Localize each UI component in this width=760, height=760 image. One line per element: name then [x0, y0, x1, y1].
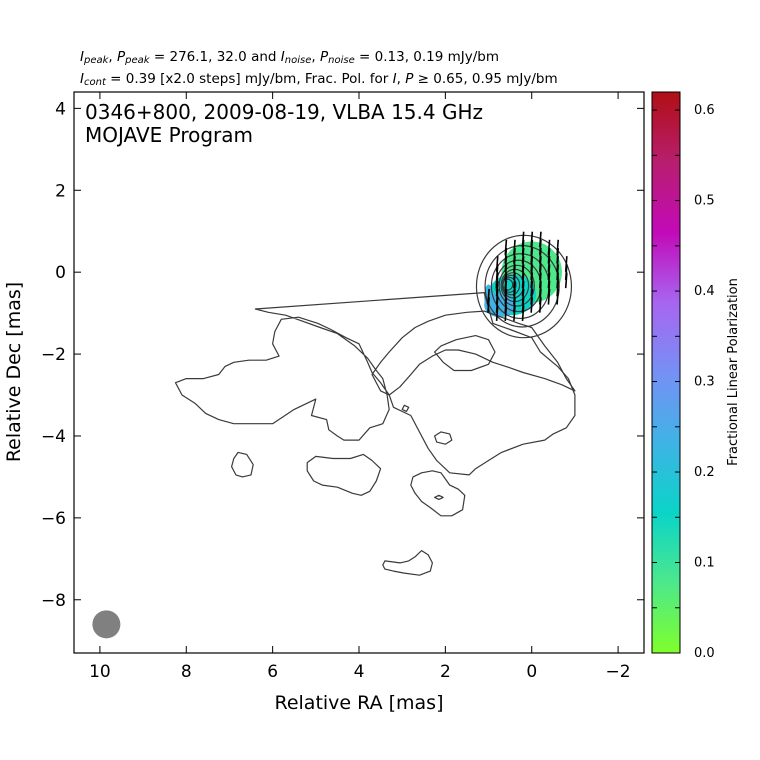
evpa-vector	[504, 305, 508, 321]
cont-value: 0.39 [x2.0 steps] mJy/bm, Frac. Pol. for	[125, 71, 389, 87]
x-tick-label: 2	[440, 662, 451, 682]
y-tick-label: 4	[55, 99, 66, 119]
i-cont-subscript: cont	[83, 77, 106, 88]
colorbar-tick-label: 0.2	[694, 465, 715, 480]
isolated-contour-2	[410, 470, 466, 517]
evpa-vector	[521, 305, 525, 321]
y-axis-label: Relative Dec [mas]	[3, 282, 25, 462]
colorbar-tick-label: 0.3	[694, 375, 715, 390]
chart-title-line-1: 0346+800, 2009-08-19, VLBA 15.4 GHz	[85, 100, 483, 124]
colorbar-tick-label: 0.0	[694, 646, 715, 661]
isolated-contour-6	[434, 494, 444, 500]
i-symbol: I	[392, 71, 397, 87]
core-contour-4	[498, 264, 535, 307]
i-peak-symbol: I	[80, 49, 84, 65]
isolated-contour-5	[401, 404, 410, 412]
y-tick-label: −4	[41, 427, 66, 447]
colorbar-label: Fractional Linear Polarization	[726, 278, 741, 466]
evpa-vector	[538, 297, 542, 313]
isolated-contour-0	[231, 451, 254, 478]
colorbar-tick-label: 0.1	[694, 556, 715, 571]
core-contour-9	[501, 278, 514, 291]
colorbar-tick-label: 0.4	[694, 284, 715, 299]
evpa-vectors	[487, 231, 568, 321]
i-peak-subscript: peak	[83, 55, 109, 66]
x-tick-label: 10	[89, 662, 111, 682]
x-tick-label: 6	[267, 662, 278, 682]
x-tick-label: 8	[181, 662, 192, 682]
peak-values: 276.1, 32.0	[169, 49, 247, 65]
y-tick-label: −8	[41, 591, 66, 611]
y-tick-label: 2	[55, 181, 66, 201]
i-noise-subscript: noise	[284, 55, 312, 66]
jet-contour-2	[434, 335, 496, 372]
isolated-contour-4	[434, 431, 453, 445]
axes: 10 8 6 4 2 0 −2 4 2 0 −2 −4 −6 −8	[41, 92, 644, 682]
beam-ellipse	[92, 610, 121, 639]
jet-contour-0	[174, 292, 576, 476]
and-word: and	[251, 49, 277, 65]
p-noise-subscript: noise	[328, 55, 355, 66]
y-tick-label: −6	[41, 509, 66, 529]
evpa-vector	[556, 288, 560, 305]
x-tick-label: 0	[526, 662, 537, 682]
p-peak-subscript: peak	[125, 55, 150, 66]
header-line-1: Ipeak, Ppeak = 276.1, 32.0 and Inoise, P…	[80, 49, 500, 66]
i-noise-symbol: I	[280, 49, 285, 65]
evpa-vector	[530, 297, 534, 313]
isolated-contour-3	[382, 550, 433, 576]
evpa-vector	[564, 272, 568, 289]
isolated-contour-1	[306, 453, 382, 496]
p-symbol: P	[405, 71, 414, 87]
colorbar-tick-label: 0.6	[694, 103, 715, 118]
noise-values: 0.13, 0.19 mJy/bm	[374, 49, 500, 65]
evpa-vector	[495, 305, 499, 321]
evpa-vector	[513, 305, 516, 321]
colorbar-gradient	[651, 91, 681, 654]
header-line-2: Icont = 0.39 [x2.0 steps] mJy/bm, Frac. …	[80, 71, 558, 88]
chart-title-line-2: MOJAVE Program	[85, 123, 253, 147]
frac-value: 0.65, 0.95 mJy/bm	[433, 71, 558, 87]
evpa-vector	[547, 288, 551, 305]
x-axis-label: Relative RA [mas]	[274, 692, 443, 714]
colorbar-tick-label: 0.5	[694, 194, 715, 209]
jet-contour-1	[371, 310, 576, 396]
x-tick-label: 4	[354, 662, 365, 682]
y-tick-label: 0	[55, 263, 66, 283]
evpa-vector	[487, 297, 490, 313]
x-tick-label: −2	[606, 662, 631, 682]
plot-frame	[73, 91, 645, 654]
i-cont-symbol: I	[80, 71, 84, 87]
colorbar: 0.0 0.1 0.2 0.3 0.4 0.5 0.6	[651, 91, 715, 661]
plot-content	[92, 231, 576, 639]
y-tick-label: −2	[41, 345, 66, 365]
p-noise-symbol: P	[319, 49, 329, 65]
p-peak-symbol: P	[117, 49, 126, 65]
